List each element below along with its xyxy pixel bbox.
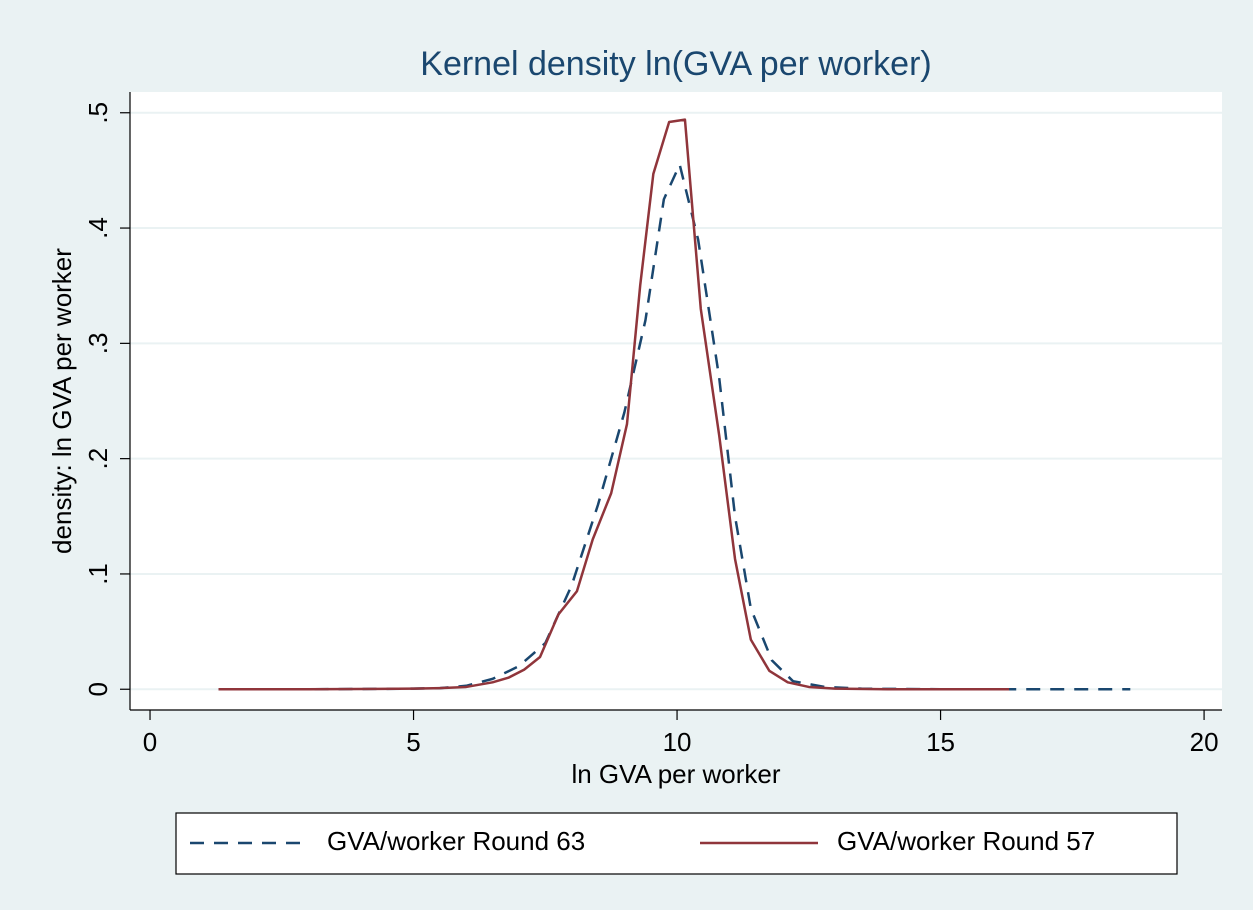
legend <box>175 812 1178 875</box>
legend-label: GVA/worker Round 63 <box>327 826 585 856</box>
y-tick-label: .2 <box>83 448 113 470</box>
y-axis-label: density: ln GVA per worker <box>47 248 77 554</box>
x-tick-label: 15 <box>926 727 955 757</box>
x-tick-label: 20 <box>1190 727 1219 757</box>
x-axis-label: ln GVA per worker <box>571 759 780 789</box>
plot-area <box>130 92 1222 710</box>
x-tick-label: 0 <box>143 727 157 757</box>
y-tick-label: .5 <box>83 102 113 124</box>
series-line <box>218 118 1010 691</box>
chart-title: Kernel density ln(GVA per worker) <box>420 45 931 83</box>
legend-label: GVA/worker Round 57 <box>837 826 1095 856</box>
y-tick-label: .4 <box>83 217 113 239</box>
x-tick-label: 10 <box>663 727 692 757</box>
x-tick-label: 5 <box>406 727 420 757</box>
y-tick-label: .1 <box>83 563 113 585</box>
y-tick-label: 0 <box>83 682 113 696</box>
y-tick-label: .3 <box>83 333 113 355</box>
